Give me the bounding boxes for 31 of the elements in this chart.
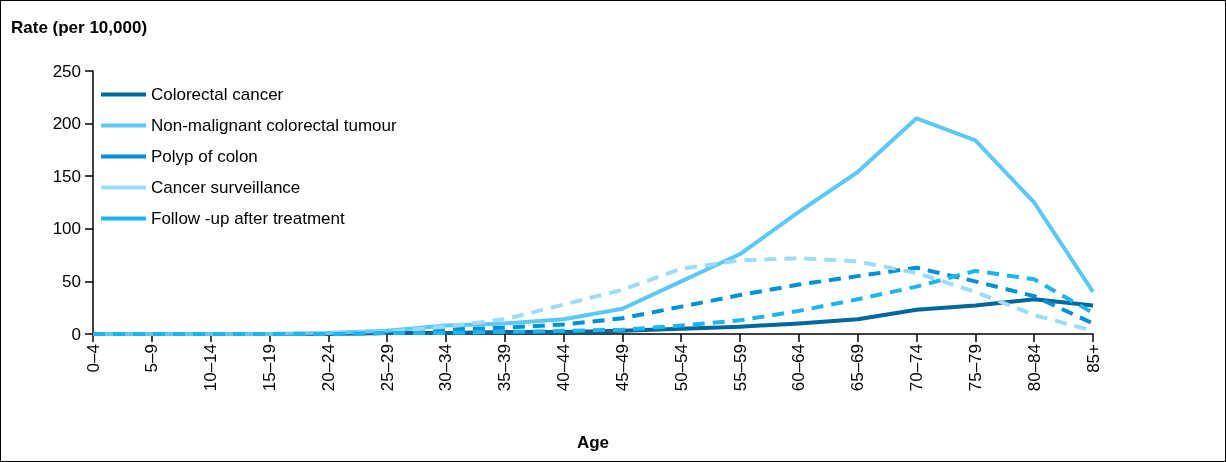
x-tick-label: 10–14 [201,344,221,392]
y-tick-label: 150 [52,166,81,186]
x-axis-title: Age [576,433,610,452]
x-tick-label: 55–59 [730,344,750,392]
x-tick-label: 0–4 [83,344,103,373]
x-tick-label: 80–84 [1024,344,1044,392]
x-tick-label: 25–29 [377,344,397,392]
y-tick-label: 250 [52,61,81,81]
legend-label: Cancer surveillance [151,178,301,197]
x-tick-label: 5–9 [142,344,162,373]
legend-label: Non-malignant colorectal tumour [151,116,398,135]
y-tick-label: 50 [62,271,81,291]
x-tick-label: 40–44 [554,344,574,392]
legend-label: Polyp of colon [151,147,258,166]
x-tick-label: 15–19 [259,344,279,392]
x-tick-label: 35–39 [495,344,515,392]
x-tick-label: 45–49 [612,344,632,392]
y-tick-label: 200 [52,114,81,134]
x-tick-label: 75–79 [965,344,985,392]
x-tick-label: 70–74 [907,344,927,392]
x-tick-label: 30–34 [436,344,456,392]
y-tick-label: 100 [52,219,81,239]
x-tick-label: 20–24 [318,344,338,392]
y-tick-label: 0 [71,324,81,344]
legend-label: Follow -up after treatment [151,209,345,228]
x-tick-label: 60–64 [789,344,809,392]
x-tick-label: 85+ [1083,343,1103,373]
y-axis-title: Rate (per 10,000) [11,18,148,37]
x-tick-label: 65–69 [848,344,868,392]
x-tick-label: 50–54 [671,344,691,392]
legend-label: Colorectal cancer [151,85,284,104]
